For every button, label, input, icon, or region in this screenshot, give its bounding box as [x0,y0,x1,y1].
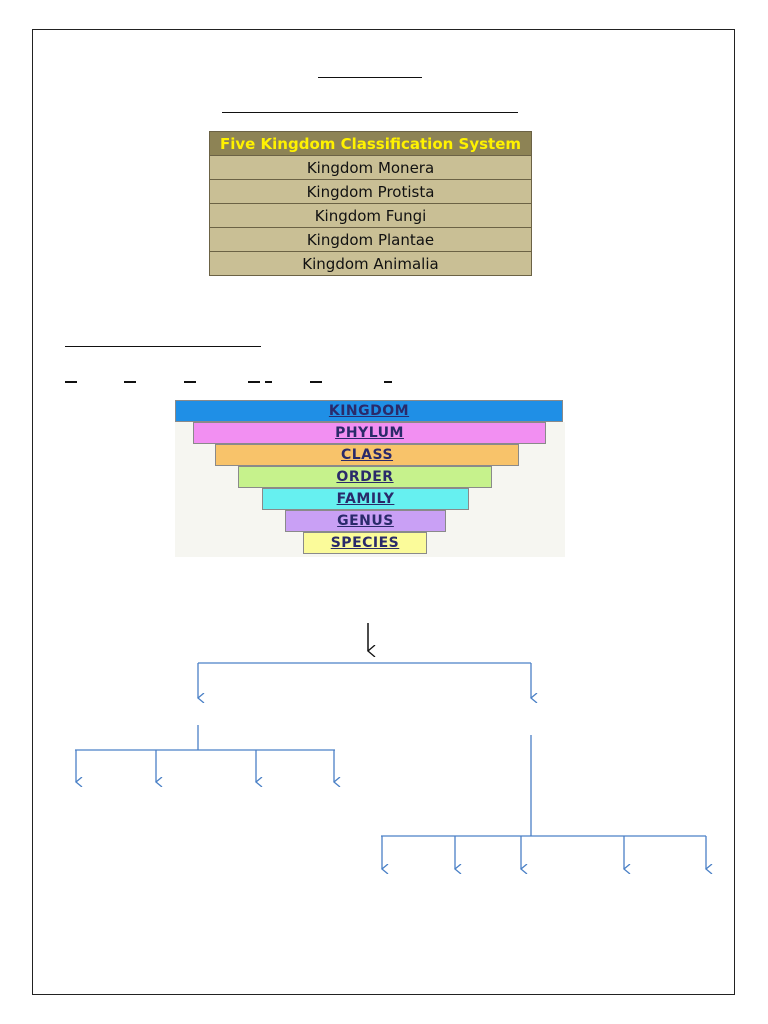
classification-flowchart [0,0,768,1024]
